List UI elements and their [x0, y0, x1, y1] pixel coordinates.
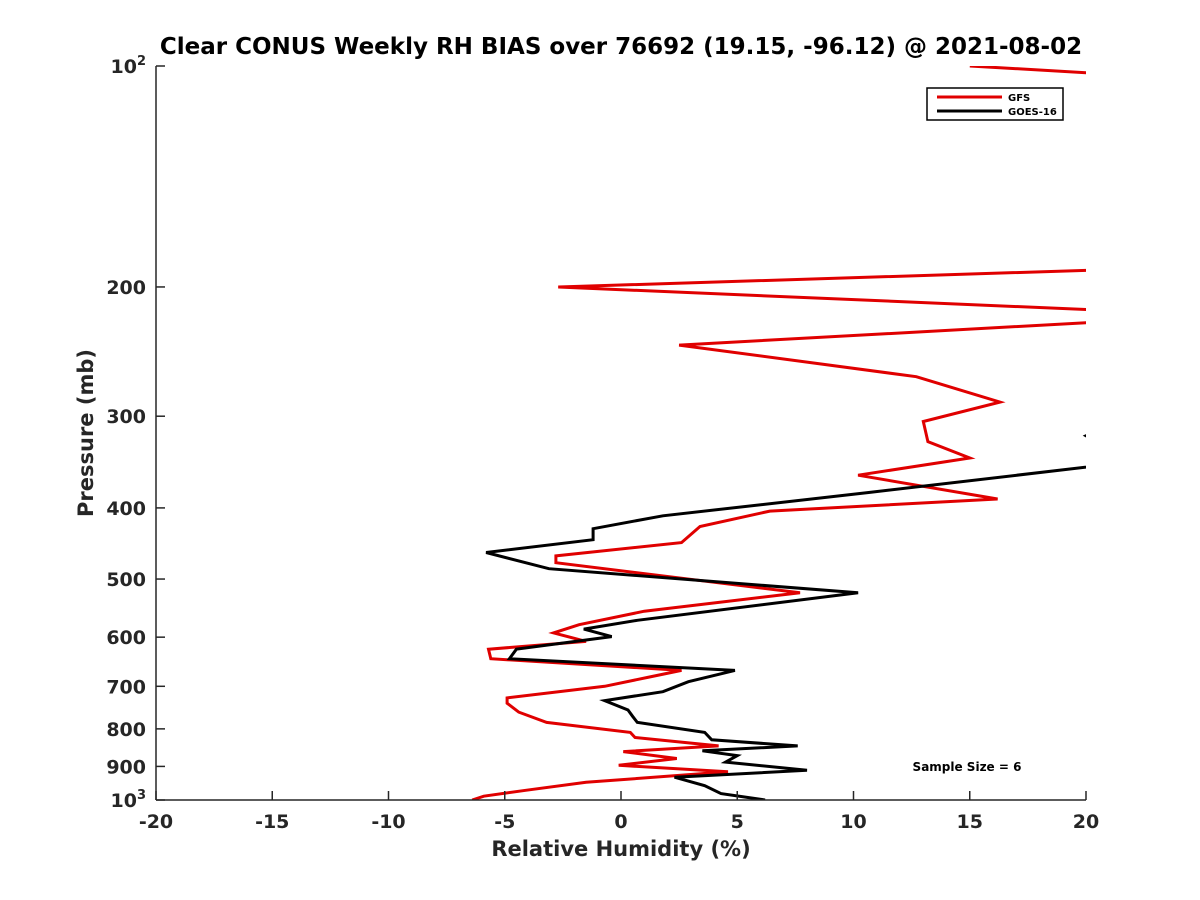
y-tick-exponent: 2: [137, 54, 146, 69]
series-line-gfs: [471, 66, 1086, 800]
y-tick-label: 800: [106, 719, 146, 741]
chart-title: Clear CONUS Weekly RH BIAS over 76692 (1…: [160, 34, 1082, 60]
y-tick-label: 600: [106, 627, 146, 649]
x-axis-label: Relative Humidity (%): [491, 837, 750, 861]
x-tick-label: 5: [731, 811, 744, 833]
y-tick-label: 400: [106, 498, 146, 520]
y-tick-label: 103: [111, 788, 147, 812]
legend: GFS GOES-16: [926, 87, 1064, 121]
axes-layer: -20 -15 -10 -5 0 5 10 15 20102200300400500600700…: [106, 54, 1099, 833]
x-tick-label: 10: [840, 811, 866, 833]
y-tick-label: 300: [106, 406, 146, 428]
series-layer: [471, 66, 1086, 800]
x-tick-label: 0: [614, 811, 627, 833]
x-tick-label: -5: [494, 811, 515, 833]
series-line-goes-16: [485, 434, 1086, 800]
sample-size-annotation: Sample Size = 6: [913, 760, 1022, 774]
legend-label-gfs: GFS: [1008, 93, 1030, 104]
y-tick-label: 500: [106, 569, 146, 591]
x-tick-label: 20: [1073, 811, 1099, 833]
x-tick-label: 15: [957, 811, 983, 833]
x-tick-label: -20: [139, 811, 173, 833]
y-tick-exponent: 3: [137, 788, 146, 803]
y-tick-label: 900: [106, 756, 146, 778]
y-tick-base: 10: [111, 790, 137, 812]
y-tick-label: 700: [106, 676, 146, 698]
legend-label-goes-16: GOES-16: [1008, 107, 1057, 118]
x-tick-label: -15: [255, 811, 289, 833]
y-tick-base: 10: [111, 56, 137, 78]
y-tick-label: 102: [111, 54, 147, 78]
x-tick-label: -10: [371, 811, 405, 833]
legend-box: [926, 87, 1064, 121]
y-tick-label: 200: [106, 277, 146, 299]
y-axis-label: Pressure (mb): [74, 349, 98, 517]
